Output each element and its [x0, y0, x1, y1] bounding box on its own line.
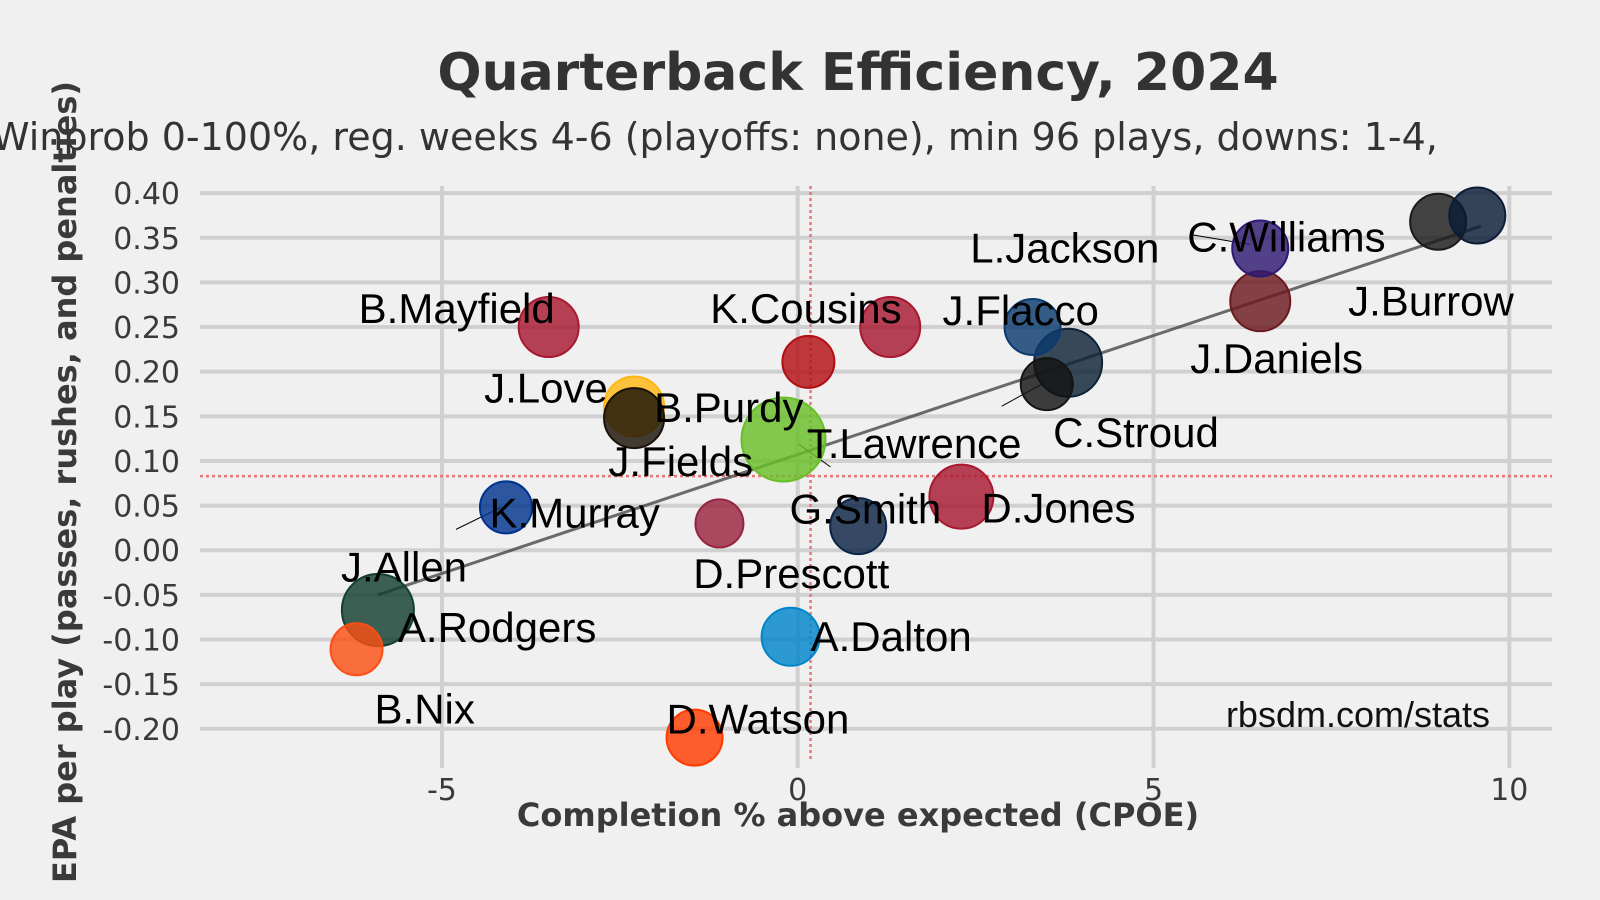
point-d-watson [665, 708, 724, 767]
y-tick-label: 0.20 [113, 356, 180, 391]
y-tick-label: 0.10 [113, 445, 180, 480]
point-b-mayfield [517, 296, 580, 359]
y-tick-label: 0.15 [113, 400, 180, 435]
y-axis-label: EPA per play (passes, rushes, and penalt… [46, 81, 84, 883]
y-tick-label: -0.10 [102, 623, 180, 658]
x-tick-label: 0 [788, 773, 807, 808]
source-note: rbsdm.com/stats [1226, 694, 1490, 735]
label-j-flacco: J.Flacco [943, 287, 1099, 334]
y-tick-label: 0.25 [113, 311, 180, 346]
y-tick-label: 0.00 [113, 534, 180, 569]
y-tick-label: 0.30 [113, 266, 180, 301]
data-points [329, 186, 1507, 767]
label-b-nix: B.Nix [375, 685, 475, 732]
y-ticks: -0.20 -0.15 -0.10 -0.05 0.00 0.05 0.10 0.15 0.20… [102, 177, 180, 748]
point-a-dalton [760, 606, 821, 667]
label-a-dalton: A.Dalton [811, 613, 972, 660]
label-g-smith: G.Smith [789, 486, 941, 533]
x-axis-label: Completion % above expected (CPOE) [517, 796, 1199, 834]
x-tick-label: -5 [427, 773, 457, 808]
label-j-burrow: J.Burrow [1348, 278, 1514, 325]
label-k-murray: K.Murray [489, 489, 659, 536]
label-l-jackson: L.Jackson [970, 224, 1159, 271]
label-j-fields: J.Fields [608, 438, 753, 485]
label-b-mayfield: B.Mayfield [359, 285, 555, 332]
y-tick-label: 0.05 [113, 490, 180, 525]
point-j-daniels [1229, 270, 1292, 333]
y-tick-label: -0.15 [102, 668, 180, 703]
point-d-prescott [829, 497, 888, 556]
y-tick-label: -0.20 [102, 713, 180, 748]
mean-lines [200, 186, 1552, 760]
point-d-jones [928, 463, 995, 530]
label-d-prescott: D.Prescott [693, 550, 889, 597]
point-j-fields [781, 334, 836, 389]
point-j-flacco [1003, 298, 1062, 357]
x-tick-label: 10 [1490, 773, 1528, 808]
point-l-jackson [1231, 219, 1290, 278]
trend-line [377, 224, 1482, 597]
chart-title: Quarterback Efficiency, 2024 [437, 43, 1278, 103]
label-a-rodgers: A.Rodgers [398, 604, 596, 651]
label-j-daniels: J.Daniels [1190, 335, 1363, 382]
point-k-cousins [859, 296, 922, 359]
label-k-cousins: K.Cousins [710, 285, 901, 332]
label-d-jones: D.Jones [981, 485, 1135, 532]
grid [200, 186, 1552, 768]
y-tick-label: 0.40 [113, 177, 180, 212]
point-labels: J.Burrow C.Williams L.Jackson J.Daniels J.Fl… [341, 213, 1515, 742]
label-c-williams: C.Williams [1187, 213, 1385, 260]
point-k-murray [694, 498, 745, 549]
label-b-purdy: B.Purdy [654, 384, 803, 431]
chart-subtitle: Winprob 0-100%, reg. weeks 4-6 (playoffs… [0, 115, 1438, 159]
point-t-lawrence [1019, 357, 1074, 412]
point-g-smith [740, 396, 827, 483]
point-c-williams [1448, 186, 1507, 245]
label-j-allen: J.Allen [341, 543, 467, 590]
label-d-watson: D.Watson [667, 696, 850, 743]
point-b-purdy [603, 387, 666, 450]
label-j-love: J.Love [484, 364, 608, 411]
label-c-stroud: C.Stroud [1053, 409, 1219, 456]
y-tick-label: -0.05 [102, 579, 180, 614]
label-t-lawrence: T.Lawrence [807, 420, 1022, 467]
x-tick-label: 5 [1144, 773, 1163, 808]
point-b-nix [329, 622, 384, 677]
x-ticks: -5 0 5 10 [427, 773, 1528, 808]
point-j-allen [478, 480, 533, 535]
y-tick-label: 0.35 [113, 222, 180, 257]
